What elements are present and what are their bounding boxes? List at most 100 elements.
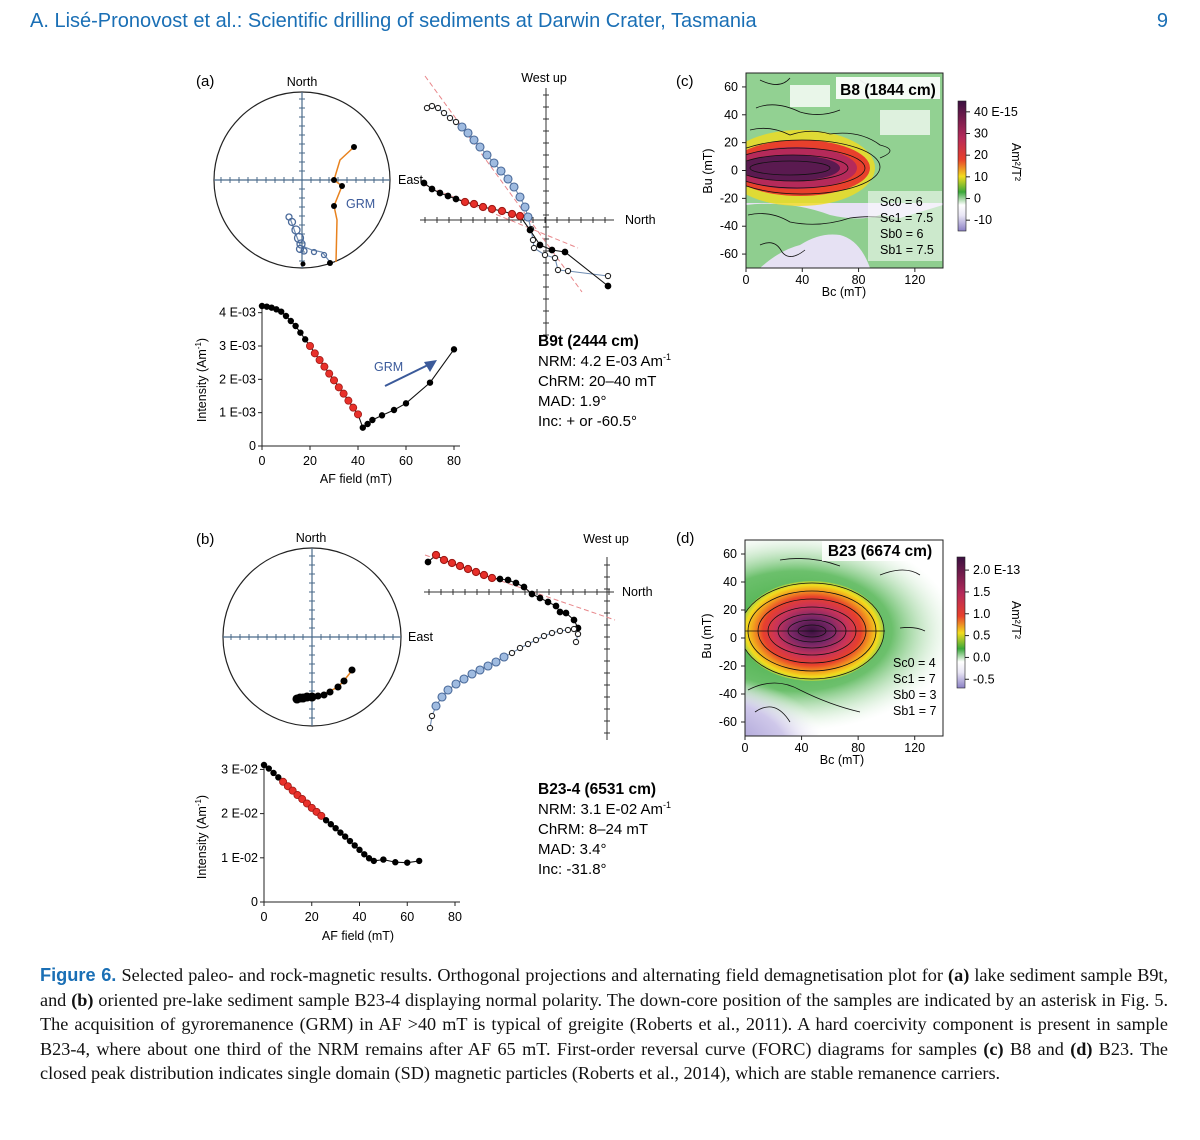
zij-a-open-point	[457, 122, 467, 132]
intensity-a-ylabel: Intensity (Am-1)	[194, 338, 209, 422]
forc-d-param-sc0: Sc0 = 4	[893, 656, 936, 670]
zij-a-open-point	[503, 174, 513, 184]
zij-a-filled-point	[604, 282, 612, 290]
zij-b-filled-point	[528, 590, 536, 598]
zij-a-open-points	[423, 102, 612, 280]
zij-b-open-point	[428, 712, 436, 720]
colorbar-tick-label: 10	[974, 170, 988, 184]
zij-b-filled-point	[424, 558, 432, 566]
intensity-point	[365, 855, 373, 862]
zij-b-filled-point	[487, 573, 497, 583]
forc-y-tick-label: 60	[723, 547, 737, 561]
forc-d-param-sb0: Sb0 = 3	[893, 688, 936, 702]
intensity-point	[370, 857, 378, 865]
zij-a-open-point	[452, 118, 460, 126]
zij-a-open-point	[469, 135, 479, 145]
zij-a-open-point	[434, 104, 442, 112]
sample-a-inc: Inc: + or -60.5°	[538, 413, 637, 430]
forc-c-param-sb1: Sb1 = 7.5	[880, 243, 934, 257]
forc-c-xlabel: Bc (mT)	[822, 285, 866, 299]
intensity-b-points	[260, 761, 423, 866]
zij-a-filled-point	[507, 209, 517, 219]
sample-a-nrm: NRM: 4.2 E-03 Am-1	[538, 352, 671, 370]
colorbar-tick-label: 30	[974, 127, 988, 141]
colorbar-tick-label: -10	[974, 213, 992, 227]
forc-d-xlabel: Bc (mT)	[820, 753, 864, 767]
y-tick-label: 0	[249, 439, 256, 453]
forc-d-title-bg	[822, 541, 938, 561]
intensity-chrm-point	[320, 362, 329, 371]
intensity-point	[260, 761, 268, 769]
zij-b-ticks	[428, 564, 610, 734]
intensity-point	[278, 308, 285, 315]
stereonet-a-east: East	[398, 173, 424, 187]
stereonet-b-points	[292, 666, 356, 704]
zij-b-open-point	[475, 665, 485, 675]
forc-x-tick-label: 40	[795, 273, 809, 287]
intensity-b-ylabel: Intensity (Am-1)	[194, 795, 209, 879]
y-tick-label: 4 E-03	[219, 306, 256, 320]
forc-c: B8 (1844 cm) 60 40 20 0 -20 -40 -60 0 40 80 120 B…	[701, 72, 1023, 299]
panel-d-label: (d)	[676, 530, 694, 547]
intensity-point	[327, 821, 335, 828]
zij-a-fit-line-horizontal	[421, 183, 579, 249]
forc-c-title: B8 (1844 cm)	[840, 82, 936, 99]
intensity-chrm-point	[339, 389, 348, 398]
sample-b-nrm: NRM: 3.1 E-02 Am-1	[538, 800, 671, 818]
caption-ref-a: (a)	[948, 965, 970, 985]
forc-d-ylabel: Bu (mT)	[700, 613, 714, 658]
forc-x-tick-label: 80	[852, 273, 866, 287]
zij-b-filled-point	[439, 555, 449, 565]
intensity-chrm-point	[334, 383, 343, 392]
forc-c-ylabel: Bu (mT)	[701, 148, 715, 193]
zij-a-open-point	[446, 114, 454, 122]
y-tick-label: 2 E-02	[221, 807, 258, 821]
intensity-point	[297, 329, 304, 336]
forc-y-tick-label: -20	[719, 659, 737, 673]
zij-a-filled-point	[452, 195, 460, 203]
x-tick-label: 0	[259, 454, 266, 468]
zij-b-open-point	[570, 625, 578, 633]
intensity-point	[341, 833, 349, 840]
y-tick-label: 1 E-03	[219, 406, 256, 420]
stereonet-a-north: North	[287, 75, 318, 89]
zijderveld-b: West up North	[424, 532, 653, 740]
zij-a-filled-point	[536, 241, 544, 249]
sample-b-mad: MAD: 3.4°	[538, 841, 607, 858]
zij-b-filled-point	[431, 550, 441, 560]
forc-c-colorbar	[957, 100, 967, 232]
zij-a-filled-point	[561, 248, 569, 256]
forc-y-tick-label: 0	[730, 631, 737, 645]
zij-a-filled-point	[469, 199, 479, 209]
intensity-point	[351, 842, 358, 849]
sample-a-name: B9t (2444 cm)	[538, 333, 639, 350]
sample-info-b: B23-4 (6531 cm) NRM: 3.1 E-02 Am-1 ChRM:…	[538, 781, 671, 878]
zij-b-open-point	[524, 640, 532, 648]
zij-b-filled-point	[463, 564, 473, 574]
y-tick-label: 0	[251, 895, 258, 909]
forc-c-params-bg	[868, 191, 942, 261]
zij-a-open-point	[489, 158, 499, 168]
intensity-point	[361, 851, 368, 858]
stereonet-a-open-cluster	[285, 213, 328, 259]
caption-text: oriented pre-lake sediment sample B23-4 …	[40, 989, 1168, 1059]
zij-a-open-point	[482, 150, 492, 160]
y-tick-label: 2 E-03	[219, 372, 256, 386]
zij-a-open-point	[604, 272, 612, 280]
colorbar-tick-label: 1.5	[973, 585, 990, 599]
forc-y-tick-label: -40	[720, 219, 738, 233]
zij-a-open-point	[520, 202, 530, 212]
forc-c-y-ticks: 60 40 20 0 -20 -40 -60	[720, 80, 746, 261]
stereonet-b-point	[340, 677, 348, 685]
forc-d-colorbar	[956, 556, 966, 689]
x-tick-label: 60	[400, 910, 414, 924]
forc-c-title-bg	[836, 77, 940, 99]
zij-b-filled-point	[556, 608, 564, 616]
intensity-b-line	[263, 764, 420, 864]
intensity-point	[292, 322, 299, 330]
zij-b-open-point	[508, 649, 516, 657]
forc-y-tick-label: -20	[720, 191, 738, 205]
stereonet-b-point	[326, 688, 334, 696]
zij-b-open-point	[564, 626, 572, 634]
stereonet-b-point	[314, 692, 322, 700]
